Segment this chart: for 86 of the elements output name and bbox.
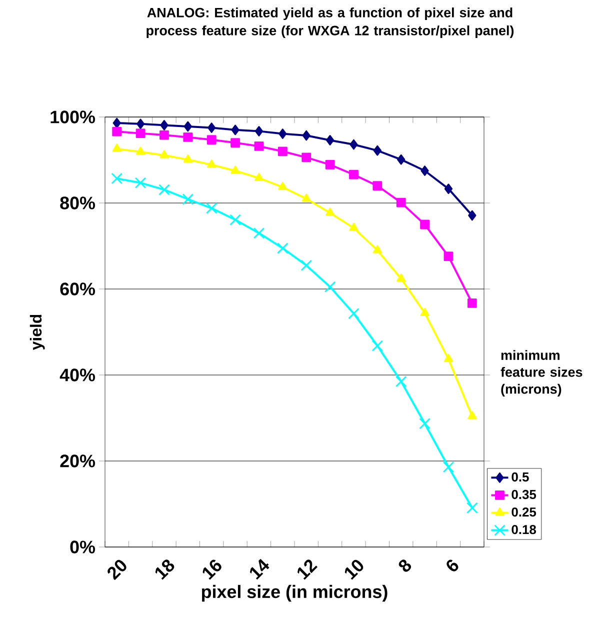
- point: [206, 135, 216, 144]
- y-tick-label: 20%: [60, 454, 95, 468]
- point: [160, 120, 168, 130]
- x-tick-label: 12: [297, 560, 318, 580]
- point: [136, 128, 146, 138]
- x-tick-label: 10: [344, 560, 364, 580]
- point: [302, 130, 310, 141]
- point: [183, 132, 193, 142]
- x-tick-label: 8: [398, 560, 412, 572]
- point: [112, 144, 122, 152]
- point: [230, 214, 241, 226]
- point: [348, 308, 360, 320]
- point: [136, 118, 145, 130]
- point: [183, 154, 193, 163]
- y-tick-label: 0%: [70, 540, 95, 554]
- x-tick-label: 18: [155, 560, 174, 580]
- point: [372, 245, 382, 254]
- point: [444, 252, 454, 262]
- point: [350, 139, 358, 150]
- point: [302, 193, 311, 202]
- point: [184, 121, 192, 132]
- point: [349, 170, 358, 180]
- y-axis-title: yield: [30, 314, 45, 350]
- point: [278, 128, 287, 139]
- point: [372, 340, 384, 352]
- point: [326, 135, 334, 146]
- point: [230, 138, 240, 148]
- point: [419, 418, 430, 430]
- point: [254, 126, 264, 136]
- point: [444, 184, 453, 194]
- point: [325, 160, 335, 170]
- point: [467, 298, 477, 308]
- point: [302, 152, 312, 162]
- point: [468, 210, 476, 221]
- point: [112, 118, 121, 128]
- point: [231, 124, 240, 136]
- point: [278, 146, 288, 156]
- point: [372, 181, 382, 190]
- point: [278, 182, 288, 190]
- point: [254, 172, 264, 182]
- point: [160, 150, 169, 158]
- point: [158, 184, 170, 196]
- legend-label: 0.18: [512, 524, 536, 534]
- point: [136, 146, 146, 155]
- point: [277, 242, 288, 254]
- y-tick-label: 60%: [60, 282, 95, 296]
- point: [182, 193, 194, 205]
- legend-label: 0.5: [512, 472, 529, 482]
- point: [466, 502, 478, 514]
- point: [254, 142, 264, 151]
- legend-label: 0.25: [512, 507, 536, 517]
- point: [442, 461, 454, 473]
- x-tick-label: 20: [108, 560, 126, 580]
- point: [253, 227, 265, 239]
- point: [420, 308, 430, 316]
- point: [112, 126, 122, 136]
- point: [300, 260, 312, 271]
- point: [207, 160, 216, 168]
- legend-title: minimum feature sizes (microns): [500, 350, 582, 396]
- point: [208, 122, 216, 133]
- point: [111, 172, 122, 184]
- point: [396, 198, 406, 208]
- point: [396, 273, 406, 282]
- point: [324, 281, 336, 292]
- point: [444, 354, 454, 362]
- x-axis-title: pixel size (in microns): [202, 584, 388, 602]
- legend-label: 0.35: [512, 490, 536, 500]
- x-tick-label: 16: [202, 560, 222, 580]
- point: [206, 202, 218, 214]
- point: [373, 145, 382, 156]
- point: [420, 220, 430, 230]
- point: [160, 130, 169, 140]
- y-tick-label: 40%: [60, 368, 95, 382]
- y-tick-label: 100%: [50, 110, 95, 124]
- point: [325, 208, 335, 216]
- point: [397, 154, 406, 165]
- point: [230, 166, 240, 174]
- point: [468, 411, 477, 420]
- point: [134, 177, 146, 188]
- x-tick-label: 14: [250, 558, 270, 580]
- point: [349, 222, 358, 231]
- y-tick-label: 80%: [60, 196, 95, 210]
- chart-title: ANALOG: Estimated yield as a function of pixel size and process feature size (for WXGA 12 transistor/pixel panel): [146, 8, 514, 38]
- x-tick-label: 6: [446, 560, 458, 572]
- point: [420, 166, 429, 176]
- point: [395, 376, 407, 388]
